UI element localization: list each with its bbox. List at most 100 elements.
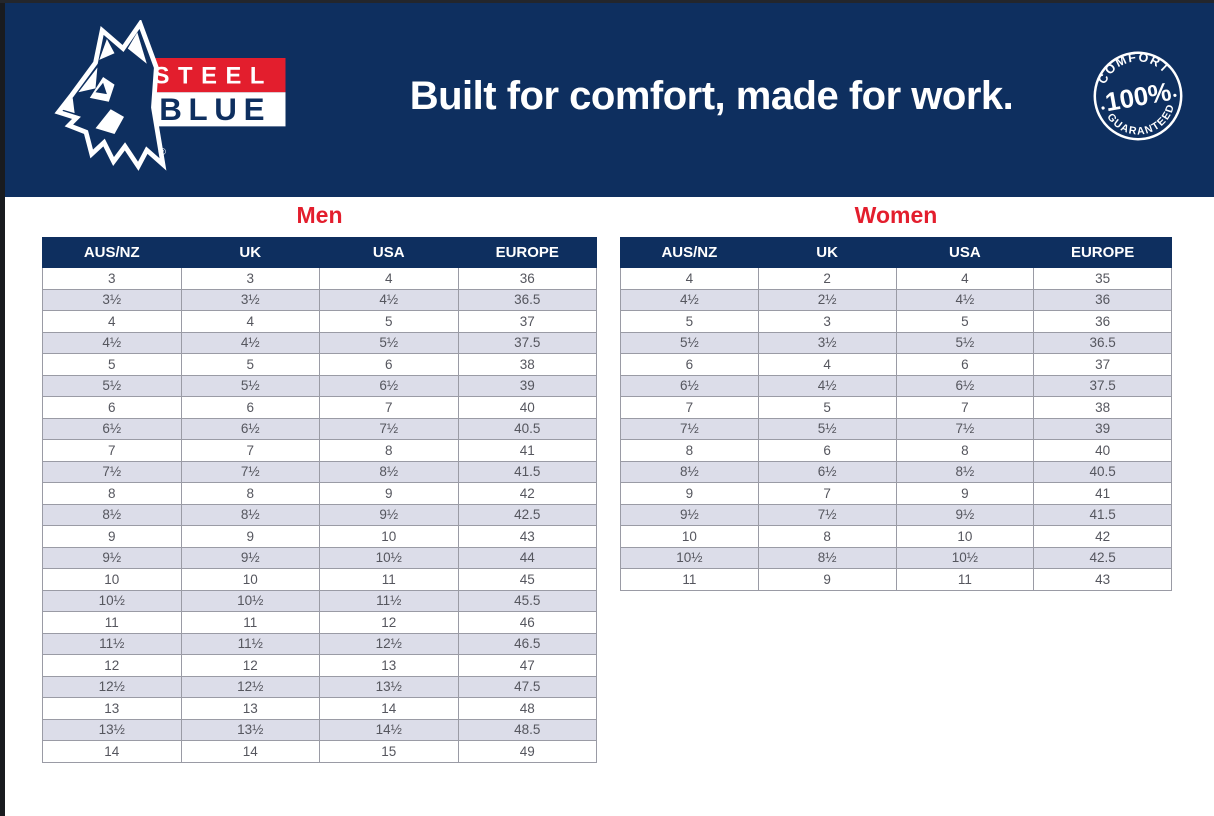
size-cell: 13½: [42, 718, 182, 741]
size-cell: 5½: [620, 331, 759, 354]
size-cell: 12: [42, 654, 182, 677]
scan-edge-left: [0, 0, 5, 816]
size-cell: 40.5: [457, 417, 597, 440]
men-size-row: 14 14 15 49: [42, 740, 597, 763]
brand-banner: STEEL BLUE ® Built for comfort, made for…: [0, 0, 1214, 197]
size-cell: 41.5: [457, 460, 597, 483]
men-size-table: AUS/NZ UK USA EUROPE 3 3 4 36 3½ 3½ 4½ 36.5 4 4 5 37 4½…: [42, 237, 597, 763]
size-cell: 3½: [757, 331, 897, 354]
size-cell: 6: [757, 439, 897, 462]
size-cell: 2½: [757, 288, 897, 311]
size-cell: 6: [895, 353, 1035, 376]
men-size-row: 7½ 7½ 8½ 41.5: [42, 460, 597, 483]
size-cell: 45: [457, 568, 597, 591]
size-cell: 40: [457, 396, 597, 419]
size-cell: 7: [757, 482, 897, 505]
size-cell: 4: [620, 267, 759, 290]
size-cell: 10: [319, 525, 459, 548]
size-cell: 4½: [620, 288, 759, 311]
size-cell: 8: [757, 525, 897, 548]
men-size-row: 4 4 5 37: [42, 310, 597, 333]
size-cell: 4½: [180, 331, 320, 354]
size-cell: 46.5: [457, 632, 597, 655]
size-cell: 11: [319, 568, 459, 591]
size-cell: 9: [895, 482, 1035, 505]
size-cell: 5½: [757, 417, 897, 440]
men-size-row: 13½ 13½ 14½ 48.5: [42, 718, 597, 741]
size-cell: 8: [620, 439, 759, 462]
size-cell: 6: [180, 396, 320, 419]
size-cell: 8½: [42, 503, 182, 526]
size-cell: 12: [180, 654, 320, 677]
women-size-section: Women AUS/NZ UK USA EUROPE 4 2 4 35 4½ 2½ 4½ 36 5 3 5…: [620, 201, 1172, 591]
size-cell: 10: [180, 568, 320, 591]
size-cell: 7½: [180, 460, 320, 483]
men-size-row: 10½ 10½ 11½ 45.5: [42, 589, 597, 612]
size-cell: 42.5: [457, 503, 597, 526]
size-cell: 37: [1033, 353, 1172, 376]
size-cell: 14½: [319, 718, 459, 741]
size-cell: 9: [180, 525, 320, 548]
men-size-row: 9½ 9½ 10½ 44: [42, 546, 597, 569]
size-cell: 8½: [180, 503, 320, 526]
size-cell: 8½: [319, 460, 459, 483]
size-cell: 7: [42, 439, 182, 462]
size-cell: 7: [895, 396, 1035, 419]
size-cell: 36.5: [1033, 331, 1172, 354]
size-cell: 4½: [895, 288, 1035, 311]
column-header-usa: USA: [319, 237, 459, 268]
column-header-usa: USA: [895, 237, 1035, 268]
size-cell: 6½: [180, 417, 320, 440]
size-cell: 7½: [895, 417, 1035, 440]
men-size-row: 7 7 8 41: [42, 439, 597, 462]
size-cell: 46: [457, 611, 597, 634]
women-size-row: 6 4 6 37: [620, 353, 1172, 376]
women-table-title: Women: [854, 202, 938, 228]
women-size-row: 8½ 6½ 8½ 40.5: [620, 460, 1172, 483]
size-cell: 6½: [895, 374, 1035, 397]
size-cell: 38: [457, 353, 597, 376]
size-cell: 14: [42, 740, 182, 763]
men-header-row: AUS/NZ UK USA EUROPE: [42, 237, 597, 268]
size-cell: 6: [42, 396, 182, 419]
size-cell: 12½: [319, 632, 459, 655]
size-cell: 6½: [42, 417, 182, 440]
size-cell: 5½: [42, 374, 182, 397]
size-cell: 36: [1033, 310, 1172, 333]
women-size-row: 8 6 8 40: [620, 439, 1172, 462]
size-cell: 10½: [42, 589, 182, 612]
registered-mark: ®: [158, 147, 166, 158]
men-size-row: 8½ 8½ 9½ 42.5: [42, 503, 597, 526]
size-cell: 49: [457, 740, 597, 763]
size-cell: 4: [319, 267, 459, 290]
blue-plate: [137, 92, 286, 127]
men-size-section: Men AUS/NZ UK USA EUROPE 3 3 4 36 3½ 3½ 4½ 36.5 4 4 5…: [42, 201, 597, 763]
size-cell: 14: [319, 697, 459, 720]
men-size-row: 5½ 5½ 6½ 39: [42, 374, 597, 397]
size-cell: 7: [180, 439, 320, 462]
wolf-head-icon: [54, 18, 167, 171]
size-cell: 3: [180, 267, 320, 290]
size-cell: 2: [757, 267, 897, 290]
size-cell: 42: [1033, 525, 1172, 548]
size-cell: 5: [319, 310, 459, 333]
size-cell: 11: [180, 611, 320, 634]
size-cell: 14: [180, 740, 320, 763]
size-cell: 3: [42, 267, 182, 290]
size-cell: 4: [42, 310, 182, 333]
size-cell: 8½: [895, 460, 1035, 483]
comfort-badge: COMFORT 100% GUARANTEED: [1090, 44, 1186, 149]
women-size-row: 7½ 5½ 7½ 39: [620, 417, 1172, 440]
size-cell: 7½: [42, 460, 182, 483]
men-size-row: 12½ 12½ 13½ 47.5: [42, 675, 597, 698]
size-cell: 6: [620, 353, 759, 376]
size-cell: 3½: [42, 288, 182, 311]
men-size-row: 8 8 9 42: [42, 482, 597, 505]
size-cell: 42: [457, 482, 597, 505]
scan-edge-top: [0, 0, 1214, 3]
size-cell: 10½: [620, 546, 759, 569]
size-cell: 37: [457, 310, 597, 333]
women-size-row: 6½ 4½ 6½ 37.5: [620, 374, 1172, 397]
men-size-row: 11½ 11½ 12½ 46.5: [42, 632, 597, 655]
size-cell: 11½: [319, 589, 459, 612]
